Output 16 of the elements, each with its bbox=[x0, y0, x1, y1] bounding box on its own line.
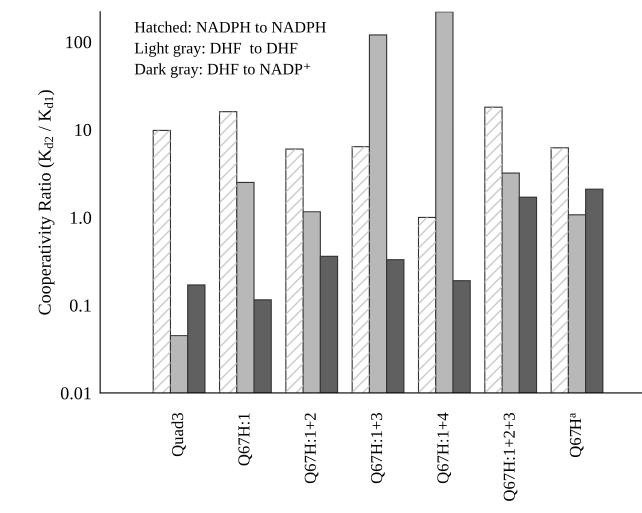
x-tick-label: Q67H:1+4 bbox=[437, 412, 452, 484]
x-tick-label: Q67H:1+3 bbox=[371, 413, 385, 484]
y-axis-title: Cooperativity Ratio (K$_{d2}$ / K$_{d1}$) bbox=[38, 90, 54, 315]
annotation: Light gray: DHF to DHF bbox=[134, 42, 298, 57]
y-tick-label: 1.0 bbox=[70, 212, 92, 224]
x-tick-label: Q67H$^{a}$ bbox=[570, 413, 584, 458]
y-tick-label: 0.1 bbox=[70, 299, 91, 312]
y-tick-label: 0.01 bbox=[60, 387, 91, 400]
annotation: Dark gray: DHF to NADP⁺ bbox=[134, 63, 310, 78]
annotation: Hatched: NADPH to NADPH bbox=[134, 21, 326, 33]
x-tick-label: Quad3 bbox=[172, 413, 186, 456]
x-tick-label: Q67H:1+2+3 bbox=[504, 413, 518, 501]
y-tick-label: 10 bbox=[75, 124, 92, 136]
y-tick-label: 100 bbox=[66, 36, 92, 48]
x-tick-label: Q67H:1+2 bbox=[304, 413, 318, 484]
x-tick-label: Q67H:1 bbox=[238, 413, 252, 466]
